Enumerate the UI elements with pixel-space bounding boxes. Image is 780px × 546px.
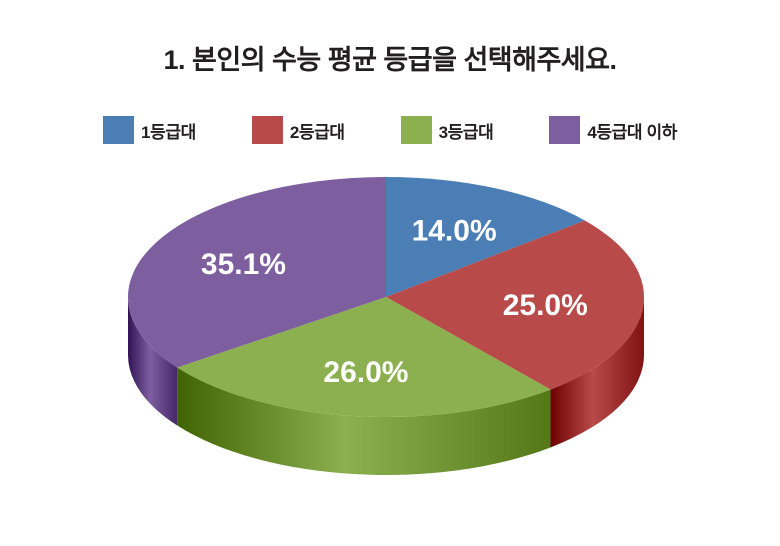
pie-slice-label-1: 14.0% — [412, 215, 497, 248]
pie-slice-side-3 — [177, 367, 551, 475]
pie-slice-label-4: 35.1% — [201, 248, 286, 281]
legend-swatch-icon-3 — [400, 116, 432, 144]
legend-label-2: 2등급대 — [289, 122, 345, 142]
pie-slice-1[interactable] — [386, 177, 585, 297]
legend-label-1: 1등급대 — [141, 122, 196, 142]
legend-item-2[interactable]: 2등급대 — [251, 116, 345, 144]
legend-swatch-icon-2 — [251, 116, 283, 144]
legend-swatch-icon-1 — [103, 116, 135, 144]
pie-3d-sides — [128, 297, 644, 475]
pie-slice-side-2 — [550, 297, 644, 448]
legend-label-3: 3등급대 — [438, 122, 494, 142]
legend-item-4[interactable]: 4등급대 이하 — [549, 116, 677, 144]
pie-svg: 14.0% 25.0% 26.0% 35.1% — [128, 177, 645, 475]
pie-slice-side-4 — [128, 297, 178, 426]
chart-legend: 1등급대 2등급대 3등급대 4등급대 이하 — [0, 116, 780, 144]
pie-data-labels: 14.0% 25.0% 26.0% 35.1% — [201, 215, 588, 389]
pie-plot-area: 14.0% 25.0% 26.0% 35.1% — [0, 150, 780, 546]
pie-slice-3[interactable] — [177, 297, 551, 417]
legend-swatch-icon-4 — [549, 116, 581, 144]
legend-item-1[interactable]: 1등급대 — [103, 116, 196, 144]
legend-label-4: 4등급대 이하 — [587, 122, 677, 142]
legend-item-3[interactable]: 3등급대 — [400, 116, 494, 144]
pie-top-faces — [128, 177, 645, 417]
pie-slice-2[interactable] — [386, 220, 645, 390]
chart-title: 1. 본인의 수능 평균 등급을 선택해주세요. — [163, 45, 617, 75]
pie-slice-4[interactable] — [128, 177, 386, 368]
pie-slice-label-2: 25.0% — [503, 289, 588, 322]
pie-slice-label-3: 26.0% — [323, 356, 408, 389]
